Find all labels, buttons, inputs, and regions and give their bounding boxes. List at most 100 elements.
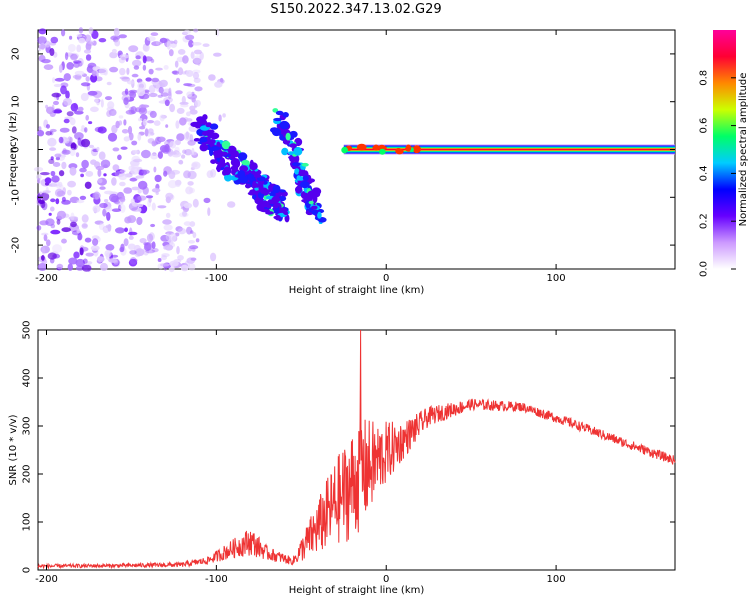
streak-blob xyxy=(280,189,286,193)
noise-blob xyxy=(183,83,193,87)
noise-blob xyxy=(76,33,83,38)
noise-blob xyxy=(119,204,126,213)
noise-blob xyxy=(90,147,99,157)
noise-blob xyxy=(176,246,180,255)
noise-blob xyxy=(182,210,187,217)
spectrogram-noise-blobs xyxy=(33,27,236,273)
streak-blob xyxy=(272,184,281,194)
noise-blob xyxy=(183,202,193,209)
noise-blob xyxy=(150,153,159,160)
noise-blob xyxy=(46,124,50,129)
noise-blob xyxy=(193,49,202,55)
noise-blob xyxy=(137,195,147,201)
noise-blob xyxy=(98,67,108,76)
noise-blob xyxy=(192,69,201,74)
noise-blob xyxy=(109,66,119,73)
noise-blob xyxy=(69,52,79,60)
noise-blob xyxy=(75,265,84,271)
noise-blob xyxy=(107,132,118,142)
streak-blob xyxy=(301,162,309,167)
noise-blob xyxy=(92,191,101,200)
noise-blob xyxy=(98,151,106,160)
noise-blob xyxy=(142,186,149,195)
noise-blob xyxy=(165,233,171,241)
noise-blob xyxy=(37,263,48,271)
noise-blob xyxy=(110,35,120,41)
streak-blob xyxy=(221,140,231,150)
streak-blob xyxy=(271,196,281,203)
noise-blob xyxy=(92,238,99,246)
noise-blob xyxy=(80,128,87,132)
noise-blob xyxy=(68,257,78,265)
noise-blob xyxy=(138,117,143,122)
noise-blob xyxy=(84,181,92,189)
noise-blob xyxy=(56,263,64,270)
noise-blob xyxy=(179,101,189,106)
noise-blob xyxy=(37,130,45,137)
noise-blob xyxy=(168,170,176,180)
noise-blob xyxy=(184,149,193,156)
streak-blob xyxy=(202,114,208,121)
noise-blob xyxy=(53,83,62,88)
streak-blob xyxy=(273,203,279,209)
streak-blob xyxy=(285,132,291,141)
noise-blob xyxy=(91,235,100,240)
noise-blob xyxy=(210,252,217,262)
x-tick-label: -100 xyxy=(205,574,228,585)
noise-blob xyxy=(176,133,185,142)
noise-blob xyxy=(179,117,187,126)
noise-blob xyxy=(78,37,86,44)
noise-blob xyxy=(48,212,52,216)
noise-blob xyxy=(163,245,167,250)
noise-blob xyxy=(189,187,195,194)
streak-blob xyxy=(271,128,282,137)
streak-blob xyxy=(262,201,267,206)
noise-blob xyxy=(175,120,180,129)
carrier-blob xyxy=(378,145,387,150)
noise-blob xyxy=(192,71,200,80)
streak-blob xyxy=(295,185,303,194)
streak-blob xyxy=(300,181,310,189)
noise-blob xyxy=(121,56,126,61)
noise-blob xyxy=(127,243,136,250)
noise-blob xyxy=(105,244,115,251)
noise-blob xyxy=(85,170,94,177)
noise-blob xyxy=(51,175,60,183)
streak-blob xyxy=(293,146,303,156)
noise-blob xyxy=(203,197,211,204)
noise-blob xyxy=(63,73,71,82)
noise-blob xyxy=(109,51,118,59)
noise-blob xyxy=(46,239,51,247)
noise-blob xyxy=(40,245,50,254)
noise-blob xyxy=(185,70,194,77)
noise-blob xyxy=(169,140,177,149)
noise-blob xyxy=(91,30,99,39)
spectrogram-x-axis-label: Height of straight line (km) xyxy=(289,285,425,296)
noise-blob xyxy=(59,127,70,133)
noise-blob xyxy=(117,154,122,161)
noise-blob xyxy=(131,140,138,146)
noise-blob xyxy=(185,186,194,195)
noise-blob xyxy=(174,60,179,68)
noise-blob xyxy=(118,34,127,39)
noise-blob xyxy=(165,124,169,128)
noise-blob xyxy=(119,246,125,253)
noise-blob xyxy=(126,67,130,75)
noise-blob xyxy=(133,158,143,163)
noise-blob xyxy=(127,90,135,96)
noise-blob xyxy=(166,40,171,50)
noise-blob xyxy=(123,97,129,105)
noise-blob xyxy=(128,235,134,240)
noise-blob xyxy=(76,44,82,53)
noise-blob xyxy=(97,126,107,134)
noise-blob xyxy=(80,82,91,87)
noise-blob xyxy=(192,162,198,168)
noise-blob xyxy=(175,77,181,83)
streak-blob xyxy=(288,155,296,160)
noise-blob xyxy=(128,231,138,236)
noise-blob xyxy=(158,86,164,94)
noise-blob xyxy=(118,57,126,64)
y-tick-label: -10 xyxy=(11,189,22,205)
noise-blob xyxy=(81,159,89,169)
